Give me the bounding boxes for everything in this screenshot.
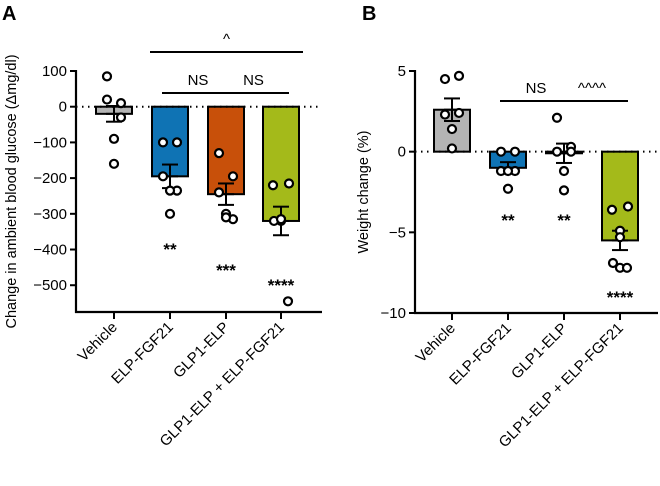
comparison-label: NS (526, 80, 547, 97)
data-point (164, 185, 176, 196)
y-tick-label: −400 (33, 242, 67, 259)
data-point (439, 109, 451, 120)
data-point (439, 73, 451, 85)
data-point (446, 123, 458, 135)
data-point (115, 98, 127, 109)
data-point (446, 143, 458, 154)
data-point (275, 214, 287, 225)
panel-b-chart: 50−5−10VehicleELP-FGF21GLP1-ELPGLP1-ELP … (356, 63, 658, 451)
significance-stars: ** (557, 211, 571, 230)
data-point (171, 137, 183, 148)
data-point (283, 178, 295, 189)
data-point (213, 148, 225, 159)
significance-stars: *** (216, 261, 236, 280)
panel-label-a: A (2, 3, 16, 25)
data-point (101, 71, 113, 82)
data-point (282, 296, 294, 307)
data-point (607, 257, 619, 269)
panel-a-chart: 1000−100−200−300−400−500VehicleELP-FGF21… (4, 31, 322, 450)
significance-stars: **** (607, 288, 634, 307)
data-point (614, 232, 626, 243)
data-point (509, 146, 521, 157)
data-point (495, 146, 507, 157)
data-point (267, 180, 279, 191)
y-axis-title: Weight change (%) (356, 130, 372, 253)
data-point (108, 158, 120, 169)
data-point (621, 262, 633, 273)
y-tick-label: 5 (398, 63, 406, 80)
significance-stars: **** (268, 276, 295, 295)
bar-4 (601, 150, 639, 242)
y-tick-label: 0 (59, 99, 67, 116)
significance-stars: ** (163, 240, 177, 259)
data-point (157, 137, 169, 148)
data-point (453, 107, 465, 119)
comparison-label: NS (188, 72, 209, 89)
significance-stars: ** (501, 211, 515, 230)
y-tick-label: 0 (398, 144, 406, 161)
comparison-label: ^ (223, 31, 230, 48)
y-tick-label: −200 (33, 170, 67, 187)
data-point (502, 183, 514, 194)
data-point (551, 112, 563, 123)
panel-label-b: B (362, 3, 376, 25)
data-point (220, 212, 232, 223)
category-label: Vehicle (413, 320, 459, 366)
data-point (606, 204, 618, 215)
category-label: Vehicle (75, 319, 121, 365)
data-point (622, 201, 634, 212)
y-tick-label: −300 (33, 206, 67, 223)
y-tick-label: −10 (381, 305, 406, 322)
y-tick-label: −5 (389, 224, 406, 241)
data-point (558, 185, 570, 196)
data-point (227, 171, 239, 182)
data-point (502, 165, 514, 177)
comparison-label: NS (243, 72, 264, 89)
data-point (115, 112, 127, 123)
data-point (551, 146, 563, 157)
data-point (213, 187, 225, 198)
bar-4 (262, 105, 300, 222)
y-tick-label: −500 (33, 277, 67, 294)
comparison-label: ^^^^ (578, 80, 606, 97)
data-point (558, 165, 570, 177)
y-axis-title: Change in ambient blood glucose (Δmg/dl) (4, 54, 20, 328)
data-point (565, 146, 577, 157)
data-point (453, 70, 465, 81)
y-tick-label: 100 (42, 63, 67, 80)
data-point (157, 171, 169, 182)
y-tick-label: −100 (33, 134, 67, 151)
bar-3 (207, 105, 245, 196)
data-point (108, 133, 120, 144)
data-point (101, 94, 113, 105)
data-point (164, 208, 176, 219)
